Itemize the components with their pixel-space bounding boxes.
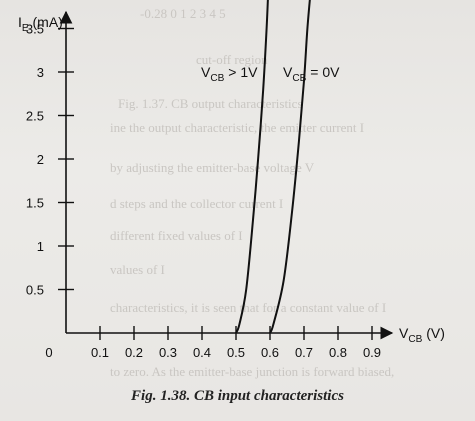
x-tick-label: 0.6 [261,345,279,360]
bleed-through-text: d steps and the collector current I [110,196,284,211]
origin-label: 0 [45,345,52,360]
bleed-through-text: values of I [110,262,165,277]
chart-labels: VCB > 1V VCB = 0V IE (mA) VCB (V) [18,14,445,345]
bleed-through-text: Fig. 1.37. CB output characteristics [118,96,303,111]
y-tick-label: 2 [37,152,44,167]
x-tick-label: 0.3 [159,345,177,360]
figure-caption: Fig. 1.38. CB input characteristics [131,388,344,404]
x-tick-label: 0.5 [227,345,245,360]
axes [59,10,394,340]
bleed-through-text: to zero. As the emitter-base junction is… [110,364,395,379]
bleed-through-text: by adjusting the emitter-base voltage V [110,160,315,175]
series-label-vcb-0v: VCB = 0V [283,64,340,84]
curve-vcb-above-1v [235,0,269,334]
y-axis-label: IE (mA) [18,14,63,34]
x-tick-label: 0.2 [125,345,143,360]
series-label-vcb-above-1v: VCB > 1V [201,64,258,84]
characteristic-curves [235,0,311,334]
y-axis-ticks: 0.5 1 1.5 2 2.5 3 3.5 [26,22,74,298]
x-tick-label: 0.7 [295,345,313,360]
bleed-through-text: characteristics, it is seen that for a c… [110,300,387,315]
y-tick-label: 2.5 [26,109,44,124]
x-tick-label: 0.9 [363,345,381,360]
y-tick-label: 3 [37,65,44,80]
bleed-through-text: -0.28 0 1 2 3 4 5 [140,6,226,21]
x-axis-label: VCB (V) [399,325,445,345]
curve-vcb-0v [269,0,311,334]
x-tick-label: 0.1 [91,345,109,360]
y-tick-label: 3.5 [26,22,44,37]
y-tick-label: 1 [37,239,44,254]
x-tick-label: 0.4 [193,345,211,360]
bleed-through-text: cut-off region [196,52,268,67]
y-tick-label: 0.5 [26,283,44,298]
x-tick-label: 0.8 [329,345,347,360]
bleed-through-text: different fixed values of I [110,228,243,243]
x-axis-ticks: 0.1 0.2 0.3 0.4 0.5 0.6 0.7 0.8 0.9 0 [45,326,381,360]
y-tick-label: 1.5 [26,196,44,211]
